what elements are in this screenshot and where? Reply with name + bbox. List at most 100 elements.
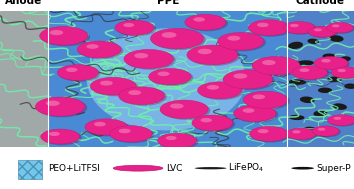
Circle shape [309, 27, 338, 38]
Ellipse shape [312, 69, 325, 76]
Circle shape [57, 65, 98, 81]
Circle shape [293, 67, 329, 80]
Circle shape [49, 132, 60, 136]
Circle shape [292, 130, 301, 133]
Circle shape [198, 82, 241, 99]
Bar [48, 11, 287, 147]
Circle shape [192, 115, 233, 131]
Circle shape [332, 24, 339, 27]
Circle shape [234, 105, 276, 122]
Bar [0, 11, 48, 147]
Circle shape [327, 23, 354, 34]
Circle shape [193, 116, 235, 132]
Circle shape [223, 70, 273, 89]
Circle shape [218, 33, 264, 50]
Circle shape [286, 128, 316, 139]
Circle shape [329, 115, 354, 127]
Circle shape [119, 129, 131, 133]
Circle shape [227, 36, 240, 41]
Circle shape [331, 67, 354, 78]
Circle shape [250, 21, 292, 37]
Text: PEO+LiTFSI: PEO+LiTFSI [48, 164, 100, 173]
Circle shape [283, 22, 315, 34]
Circle shape [116, 21, 156, 36]
Ellipse shape [307, 39, 319, 44]
Ellipse shape [327, 77, 342, 82]
Circle shape [42, 130, 82, 145]
Circle shape [50, 30, 63, 35]
Bar [287, 11, 354, 147]
Circle shape [59, 66, 101, 82]
Circle shape [299, 68, 309, 72]
Circle shape [314, 57, 348, 70]
Circle shape [46, 101, 60, 106]
Circle shape [262, 60, 276, 65]
Ellipse shape [289, 79, 306, 85]
Circle shape [150, 28, 204, 49]
Ellipse shape [318, 88, 332, 93]
Circle shape [321, 59, 331, 63]
Circle shape [35, 97, 85, 116]
Circle shape [187, 45, 238, 65]
Circle shape [291, 167, 314, 170]
Circle shape [333, 117, 341, 120]
Circle shape [92, 78, 138, 96]
Circle shape [312, 126, 339, 136]
Circle shape [158, 71, 170, 76]
Circle shape [235, 106, 278, 123]
Circle shape [77, 41, 121, 58]
Ellipse shape [296, 60, 314, 66]
Circle shape [86, 120, 130, 136]
Ellipse shape [313, 110, 327, 117]
Circle shape [251, 127, 291, 143]
Circle shape [170, 104, 184, 109]
Circle shape [94, 122, 106, 126]
Circle shape [314, 28, 322, 31]
Circle shape [186, 15, 228, 31]
Circle shape [115, 20, 154, 35]
Circle shape [224, 71, 275, 90]
Circle shape [245, 92, 290, 110]
Ellipse shape [319, 131, 332, 136]
FancyBboxPatch shape [18, 160, 42, 179]
Circle shape [161, 101, 210, 120]
Circle shape [125, 50, 176, 70]
Circle shape [257, 23, 269, 27]
Circle shape [219, 33, 266, 51]
Circle shape [160, 100, 208, 119]
Circle shape [188, 46, 240, 66]
Circle shape [207, 85, 219, 90]
Circle shape [134, 53, 148, 58]
Circle shape [338, 69, 346, 72]
Circle shape [85, 119, 127, 135]
Ellipse shape [333, 103, 347, 110]
Circle shape [318, 128, 325, 131]
Circle shape [119, 87, 165, 105]
Ellipse shape [300, 97, 315, 103]
Circle shape [161, 32, 176, 38]
Ellipse shape [87, 28, 246, 130]
Circle shape [90, 77, 136, 95]
Circle shape [40, 27, 88, 45]
Circle shape [159, 134, 199, 149]
Circle shape [233, 73, 247, 79]
Text: LiFePO$_4$: LiFePO$_4$ [228, 162, 265, 174]
Circle shape [315, 57, 350, 70]
Circle shape [252, 94, 265, 99]
Circle shape [292, 66, 327, 79]
Text: PPE: PPE [157, 0, 179, 6]
Circle shape [284, 22, 317, 35]
Circle shape [86, 44, 99, 49]
Ellipse shape [329, 35, 344, 42]
Ellipse shape [296, 27, 310, 32]
Text: Cathode: Cathode [296, 0, 345, 6]
Circle shape [100, 81, 113, 86]
Circle shape [128, 90, 141, 95]
Circle shape [253, 57, 302, 76]
Circle shape [113, 165, 163, 171]
Ellipse shape [195, 167, 227, 169]
Ellipse shape [339, 56, 351, 62]
Circle shape [110, 126, 152, 142]
Circle shape [185, 14, 226, 30]
Circle shape [243, 91, 288, 108]
